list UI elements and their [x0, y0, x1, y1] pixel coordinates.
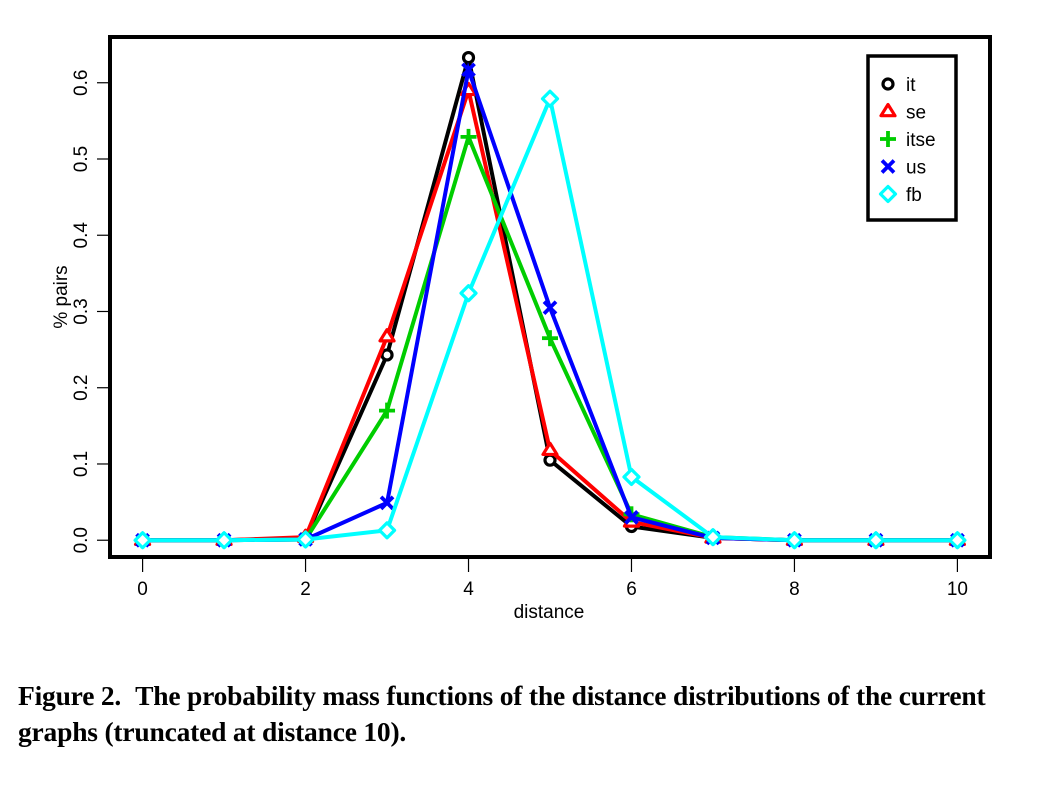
cross-icon: [880, 159, 896, 174]
plus-icon: [880, 131, 896, 147]
series-us: [135, 61, 965, 548]
data-point-it: [380, 348, 394, 362]
data-point-fb: [214, 531, 234, 550]
data-point-fb: [866, 531, 886, 550]
legend-item-it: it: [881, 75, 916, 96]
data-point-se: [378, 328, 396, 343]
data-point-fb: [622, 467, 641, 487]
x-tick-label: 8: [789, 579, 800, 600]
x-axis: 0 2 4 6 8 10: [137, 559, 968, 600]
legend-item-itse: itse: [880, 130, 936, 151]
y-tick-label: 0.5: [71, 146, 92, 172]
legend-label: fb: [906, 185, 922, 206]
series-itse: [134, 128, 966, 549]
legend-label: se: [906, 103, 926, 124]
data-point-itse: [379, 402, 396, 419]
series-line-fb: [142, 92, 958, 543]
legend-item-us: us: [880, 158, 926, 179]
series-line-it: [142, 57, 958, 543]
y-tick-label: 0.2: [71, 375, 92, 401]
y-tick-label: 0.3: [71, 298, 92, 324]
series-layer: [133, 50, 967, 550]
data-point-fb: [296, 530, 315, 549]
data-point-it: [461, 50, 476, 65]
y-tick-label: 0.1: [71, 451, 92, 477]
x-axis-title: distance: [514, 602, 585, 623]
data-point-fb: [948, 531, 967, 550]
diamond-icon: [878, 184, 898, 204]
plot-frame: [108, 35, 992, 559]
x-tick-label: 2: [300, 579, 311, 600]
data-point-fb: [377, 521, 397, 540]
y-axis-title: % pairs: [51, 265, 72, 328]
circle-icon: [881, 77, 895, 91]
series-it: [135, 50, 965, 547]
data-point-itse: [460, 128, 477, 145]
x-tick-label: 6: [626, 579, 637, 600]
legend-item-fb: fb: [878, 184, 922, 206]
data-point-us: [379, 495, 395, 511]
series-fb: [133, 89, 967, 550]
data-point-it: [543, 453, 557, 467]
data-point-fb: [785, 531, 804, 550]
series-line-se: [142, 82, 958, 543]
data-point-fb: [540, 89, 560, 108]
data-point-itse: [542, 330, 558, 347]
series-se: [133, 81, 967, 547]
y-axis: 0.0 0.1 0.2 0.3 0.4 0.5 0.6: [71, 70, 108, 553]
legend-label: us: [906, 158, 926, 179]
legend-label: itse: [906, 130, 936, 151]
y-tick-label: 0.0: [71, 527, 92, 553]
data-point-fb: [459, 284, 478, 303]
legend-label: it: [906, 75, 916, 96]
x-tick-label: 10: [947, 579, 968, 600]
figure-caption: Figure 2. The probability mass functions …: [18, 678, 1033, 750]
data-point-us: [542, 300, 558, 316]
distance-distribution-chart: 0 2 4 6 8 10 0.0 0.1 0.2 0.3 0.4 0.5 0.6 distance %…: [51, 35, 992, 623]
data-point-fb: [703, 528, 723, 547]
caption-text: The probability mass functions of the di…: [18, 680, 986, 747]
data-point-fb: [133, 531, 152, 550]
y-tick-label: 0.6: [71, 70, 92, 96]
x-tick-label: 4: [463, 579, 474, 600]
data-point-us: [624, 510, 639, 525]
figure-number: Figure 2.: [18, 680, 122, 711]
triangle-icon: [879, 102, 897, 118]
legend-item-se: se: [879, 102, 926, 124]
data-point-se: [541, 441, 559, 457]
x-tick-label: 0: [137, 579, 148, 600]
data-point-us: [461, 62, 476, 78]
y-tick-label: 0.4: [71, 222, 92, 249]
